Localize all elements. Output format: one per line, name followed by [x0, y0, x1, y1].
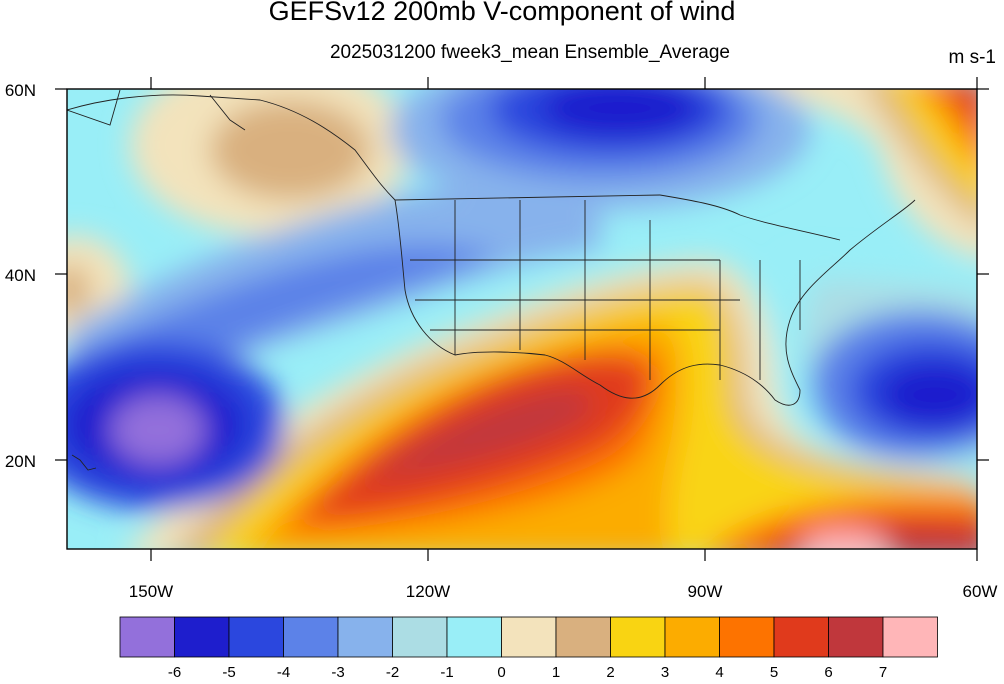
colorbar-swatch [174, 616, 230, 658]
colorbar-label: 1 [552, 664, 560, 681]
colorbar-swatch [882, 616, 938, 658]
colorbar-swatch [283, 616, 339, 658]
map-subtitle: 2025031200 fweek3_mean Ensemble_Average [329, 42, 730, 63]
x-tick-label: 150W [129, 582, 173, 601]
colorbar-label: -6 [168, 664, 181, 681]
field-blobs [67, 89, 977, 549]
colorbar-label: 7 [879, 664, 887, 681]
x-tick-label: 120W [406, 582, 450, 601]
colorbar-label: -4 [277, 664, 290, 681]
colorbar-swatch [501, 616, 557, 658]
colorbar-label: -2 [386, 664, 399, 681]
colorbar: -6 -5 -4 -3 -2 -1 0 1 2 3 4 5 6 7 [119, 616, 938, 681]
colorbar-swatch [337, 616, 393, 658]
y-tick-label: 60N [5, 81, 36, 100]
axis-ticks [55, 77, 989, 561]
coastlines [67, 89, 916, 471]
colorbar-swatch [228, 616, 284, 658]
colorbar-label: 3 [661, 664, 669, 681]
colorbar-swatch [392, 616, 448, 658]
colorbar-swatch [555, 616, 611, 658]
x-tick-label: 90W [688, 582, 723, 601]
wind-field [67, 89, 977, 549]
colorbar-label: -3 [331, 664, 344, 681]
colorbar-swatch [446, 616, 502, 658]
colorbar-swatch [719, 616, 775, 658]
colorbar-swatch [664, 616, 720, 658]
colorbar-label: 4 [715, 664, 723, 681]
x-tick-label: 60W [963, 582, 998, 601]
colorbar-swatch [828, 616, 884, 658]
colorbar-label: -1 [440, 664, 453, 681]
colorbar-label: 2 [606, 664, 614, 681]
map-title: GEFSv12 200mb V-component of wind [268, 0, 736, 26]
colorbar-label: 0 [497, 664, 505, 681]
colorbar-label: 5 [770, 664, 778, 681]
y-tick-label: 40N [5, 266, 36, 285]
colorbar-swatch [610, 616, 666, 658]
colorbar-label: -5 [222, 664, 235, 681]
y-tick-label: 20N [5, 452, 36, 471]
colorbar-label: 6 [824, 664, 832, 681]
colorbar-swatch [119, 616, 175, 658]
plot-frame [66, 88, 978, 550]
units-label: m s-1 [948, 47, 997, 68]
colorbar-swatch [773, 616, 829, 658]
